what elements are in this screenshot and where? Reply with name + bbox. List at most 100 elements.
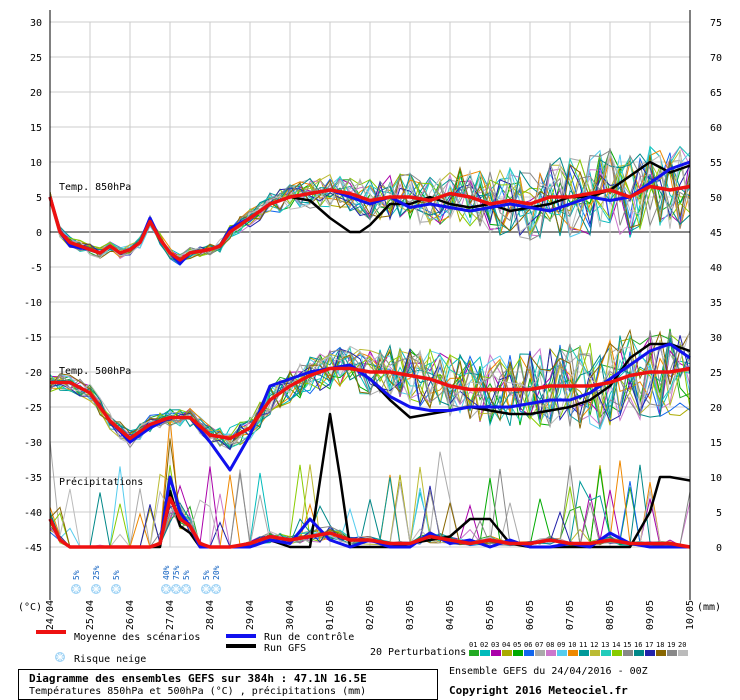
perturbation-id: 14 [612, 641, 620, 649]
date-tick-label: 10/05 [685, 600, 696, 630]
perturbation-swatch [502, 650, 512, 656]
perturbation-swatch [535, 650, 545, 656]
perturbation-id: 13 [601, 641, 609, 649]
perturbation-swatch [612, 650, 622, 656]
right-tick-label: 5 [716, 508, 722, 519]
main-series [48, 160, 691, 549]
left-tick-label: -25 [24, 403, 42, 414]
right-tick-label: 75 [710, 18, 722, 29]
perturbation-id: 17 [645, 641, 653, 649]
left-tick-label: 30 [30, 18, 42, 29]
label-t500: Temp. 500hPa [59, 366, 131, 377]
date-tick-label: 03/05 [405, 600, 416, 630]
snowflake-spokes [92, 585, 100, 593]
snowflake-spokes [212, 585, 220, 593]
perturbation-swatch [480, 650, 490, 656]
snowflake-spokes [202, 585, 210, 593]
snowflake-spokes [182, 585, 190, 593]
perturbation-swatch [656, 650, 666, 656]
right-tick-label: 30 [710, 333, 722, 344]
date-tick-label: 26/04 [125, 600, 136, 630]
perturbation-swatch [667, 650, 677, 656]
series-line-t500 [50, 366, 691, 441]
date-tick-label: 08/05 [605, 600, 616, 630]
perturbation-id: 03 [491, 641, 499, 649]
right-tick-label: 10 [710, 473, 722, 484]
perturbation-swatch [491, 650, 501, 656]
snowflake-icon [71, 584, 81, 594]
perturbation-swatch [469, 650, 479, 656]
left-tick-label: 5 [36, 193, 42, 204]
date-tick-label: 27/04 [165, 600, 176, 630]
date-tick-label: 05/05 [485, 600, 496, 630]
perturbation-id: 02 [480, 641, 488, 649]
footer-box: Diagramme des ensembles GEFS sur 384h : … [18, 669, 438, 700]
perturbation-id: 15 [623, 641, 631, 649]
left-tick-label: 0 [36, 228, 42, 239]
right-tick-label: 35 [710, 298, 722, 309]
perturbation-swatch [546, 650, 556, 656]
perturbation-line [49, 464, 691, 548]
perturbation-id: 18 [656, 641, 664, 649]
perturbation-swatch [568, 650, 578, 656]
date-tick-label: 02/05 [365, 600, 376, 630]
snowflake-spokes [172, 585, 180, 593]
snow-pct-label: 5% [202, 570, 211, 580]
perturbation-id: 04 [502, 641, 510, 649]
copyright: Copyright 2016 Meteociel.fr [449, 684, 628, 697]
perturbation-id: 16 [634, 641, 642, 649]
snowflake-icon [55, 652, 65, 662]
grid [49, 21, 691, 548]
date-tick-label: 06/05 [525, 600, 536, 630]
right-tick-label: 20 [710, 403, 722, 414]
perturbation-line [49, 344, 691, 440]
snowflake-spokes [112, 585, 120, 593]
right-tick-label: 40 [710, 263, 722, 274]
ensemble-info: Ensemble GEFS du 24/04/2016 - 00Z [449, 666, 648, 677]
legend-mean: Moyenne des scénarios [74, 631, 200, 643]
perturbation-id: 08 [546, 641, 554, 649]
label-t850: Temp. 850hPa [59, 182, 131, 193]
legend-gfs: Run GFS [264, 643, 306, 654]
right-tick-label: 0 [716, 543, 722, 554]
perturbation-swatch [590, 650, 600, 656]
perturbation-line [49, 335, 691, 451]
perturbation-id: 19 [667, 641, 675, 649]
perturbation-id: 12 [590, 641, 598, 649]
perturbation-id: 20 [678, 641, 686, 649]
perturbation-swatches: 01 02 03 04 05 06 07 08 09 10 11 12 13 14 15 16 17 18 19 20 [469, 641, 688, 656]
snowflake-icon [91, 584, 101, 594]
series-line-t850 [48, 184, 691, 262]
perturbation-id: 06 [524, 641, 532, 649]
left-tick-label: -30 [24, 438, 42, 449]
perturbation-id: 09 [557, 641, 565, 649]
snow-pct-label: 40% [162, 565, 171, 580]
snow-pct-label: 20% [212, 565, 221, 580]
snowflake-icon [171, 584, 181, 594]
left-tick-label: -10 [24, 298, 42, 309]
perturbation-swatch [513, 650, 523, 656]
snowflake-icon [181, 584, 191, 594]
perturbation-line [49, 344, 691, 440]
right-unit: (mm) [697, 602, 721, 613]
perturbation-swatch [623, 650, 633, 656]
snowflake-icon [201, 584, 211, 594]
left-tick-label: 10 [30, 158, 42, 169]
perturbation-id: 05 [513, 641, 521, 649]
perturbation-id: 01 [469, 641, 477, 649]
date-tick-label: 25/04 [85, 600, 96, 630]
legend-control: Run de contrôle [264, 631, 354, 643]
label-precip: Précipitations [59, 476, 143, 488]
perturbation-swatch [557, 650, 567, 656]
right-tick-label: 45 [710, 228, 722, 239]
snow-risk-row: 5% 25% 5% 40% 75% 5% 5% 20% [71, 565, 221, 594]
snowflake-spokes [72, 585, 80, 593]
left-unit: (°C) [18, 602, 42, 613]
perturbation-swatch [634, 650, 644, 656]
snowflake-spokes [162, 585, 170, 593]
date-tick-label: 01/05 [325, 600, 336, 630]
left-tick-label: -20 [24, 368, 42, 379]
right-tick-label: 60 [710, 123, 722, 134]
